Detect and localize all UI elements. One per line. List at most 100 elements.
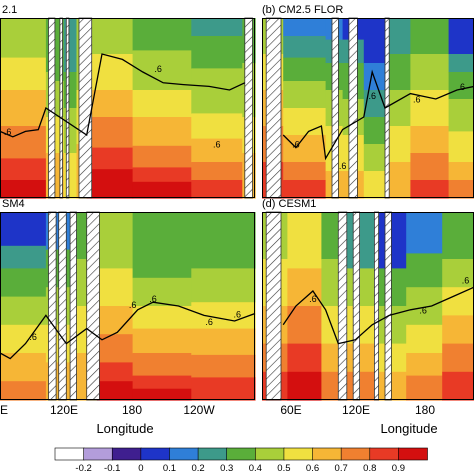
colorbar-tick-label: 0.4: [249, 463, 262, 474]
colorbar: -0.2 -0.1 0 0.1 0.2 0.3 0.4 0.5 0.6 0.7 0.8 0.9: [54, 447, 428, 474]
contour-fill-band: [378, 343, 407, 373]
contour-fill-band: [53, 117, 65, 154]
land-mask-hatch: [69, 211, 77, 401]
contour-fill-band: [191, 68, 243, 114]
colorbar-tick-label: 0.5: [277, 463, 290, 474]
contour-fill-band: [96, 381, 134, 401]
contour-fill-band: [96, 212, 134, 269]
x-axis-label-left: Longitude: [96, 421, 153, 436]
contour-fill-band: [86, 147, 134, 170]
contour-fill-band: [442, 259, 474, 288]
land-mask-hatch: [348, 17, 358, 199]
land-mask-hatch: [48, 17, 56, 199]
colorbar-tick-label: -0.2: [75, 463, 91, 474]
contour-fill-band: [363, 171, 386, 199]
contour-fill-band: [406, 375, 443, 401]
land-mask-hatch: [58, 211, 67, 401]
contour-fill-band: [132, 212, 192, 279]
contour-fill-band: [287, 371, 322, 401]
land-mask-hatch: [265, 211, 282, 401]
contour-fill-band: [442, 287, 474, 316]
contour-fill-band: [0, 57, 47, 91]
contour-fill-band: [132, 328, 192, 354]
contour-fill-band: [406, 253, 443, 288]
land-mask-hatch: [48, 211, 57, 401]
contour-fill-band: [132, 117, 192, 147]
contour-fill-band: [63, 72, 78, 109]
contour-fill-band: [191, 113, 243, 140]
contour-fill-band: [191, 268, 256, 303]
contour-label: .6: [292, 140, 300, 150]
contour-fill-band: [86, 90, 134, 118]
contour-fill-band: [406, 212, 443, 254]
contour-fill-band: [346, 343, 380, 373]
contour-fill-band: [0, 296, 47, 326]
contour-fill-band: [410, 54, 450, 91]
contour-fill-band: [410, 153, 450, 181]
contour-fill-band: [363, 18, 386, 64]
contour-fill-band: [53, 153, 65, 199]
contour-fill-band: [0, 324, 47, 354]
colorbar-swatch: [140, 447, 171, 461]
contour-fill-band: [191, 377, 256, 401]
contour-label: .6: [213, 140, 221, 150]
contour-fill-band: [283, 36, 327, 59]
panel-b-title: (b) CM2.5 FLOR: [262, 4, 343, 16]
contour-line-0-6: [282, 69, 474, 161]
contour-fill-band: [0, 268, 47, 298]
contour-fill-band: [287, 343, 322, 373]
contour-fill-band: [363, 63, 386, 91]
contour-fill-band: [96, 268, 134, 307]
contour-fill-band: [96, 334, 134, 363]
contour-label: .6: [462, 275, 470, 285]
contour-fill-band: [363, 90, 386, 118]
contour-fill-band: [442, 315, 474, 345]
contour-fill-band: [191, 212, 256, 269]
contour-fill-band: [448, 131, 474, 163]
contour-fill-band: [283, 18, 327, 37]
contour-fill-band: [0, 90, 47, 127]
contour-fill-band: [191, 18, 243, 37]
contour-fill-band: [63, 153, 78, 199]
contour-fill-band: [132, 18, 192, 51]
contour-fill-band: [53, 81, 65, 118]
contour-label: .6: [4, 127, 12, 137]
contour-fill-band: [346, 371, 380, 401]
colorbar-tick-label: 0.9: [392, 463, 405, 474]
colorbar-swatch: [340, 447, 371, 461]
contour-label: .6: [154, 64, 162, 74]
contour-fill-band: [363, 117, 386, 145]
land-mask-hatch: [373, 211, 379, 401]
land-mask-hatch: [331, 17, 339, 199]
colorbar-tick-label: 0.2: [191, 463, 204, 474]
land-mask-hatch: [244, 17, 253, 199]
contour-fill-band: [191, 354, 256, 379]
contour-fill-band: [0, 245, 47, 269]
contour-fill-band: [132, 375, 192, 390]
colorbar-swatch: [398, 447, 428, 461]
contour-fill-band: [132, 353, 192, 377]
tick-label: 120W: [183, 403, 215, 417]
colorbar-swatch: [111, 447, 142, 461]
contour-fill-band: [406, 287, 443, 326]
contour-fill-band: [63, 108, 78, 154]
colorbar-tick-label: 0.3: [220, 463, 233, 474]
colorbar-swatch: [169, 447, 199, 461]
land-mask-hatch: [78, 17, 93, 199]
contour-fill-band: [287, 268, 322, 307]
contour-fill-band: [132, 145, 192, 168]
land-mask-hatch: [265, 17, 282, 199]
contour-fill-band: [132, 306, 192, 330]
contour-fill-band: [442, 343, 474, 373]
colorbar-swatch: [255, 447, 285, 461]
contour-fill-band: [191, 302, 256, 330]
colorbar-tick-label: 0.6: [306, 463, 319, 474]
contour-label: .6: [29, 332, 37, 342]
contour-fill-band: [410, 18, 450, 55]
contour-fill-band: [86, 117, 134, 149]
colorbar-tick-label: 0.8: [363, 463, 376, 474]
contour-fill-band: [406, 353, 443, 377]
contour-fill-band: [132, 167, 192, 183]
contour-label: .6: [233, 309, 241, 319]
